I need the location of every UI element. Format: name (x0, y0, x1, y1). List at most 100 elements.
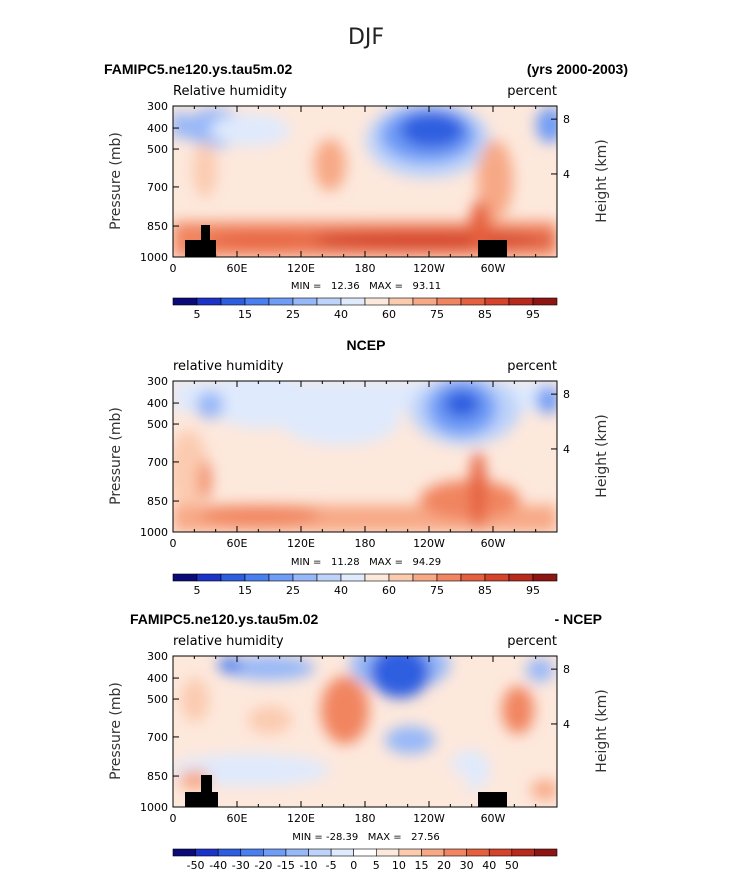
colorbar-swatch (436, 573, 462, 582)
y2-tick-label: 4 (563, 718, 570, 731)
x-tick-label: 60E (227, 537, 248, 550)
y-tick-label: 700 (147, 731, 168, 744)
colorbar-label: 15 (414, 859, 428, 872)
y2-tick-label: 8 (563, 388, 570, 401)
panel-header-right: (yrs 2000-2003) (527, 61, 628, 77)
y-tick-label: 850 (147, 770, 168, 783)
colorbar-swatch (412, 297, 438, 306)
colorbar-swatch (316, 297, 342, 306)
y-axis-label: Pressure (mb) (108, 407, 124, 505)
colorbar-swatch (511, 848, 535, 857)
colorbar-swatch (340, 297, 366, 306)
colorbar-label: -5 (326, 859, 337, 872)
colorbar-swatch (308, 848, 332, 857)
y2-axis-label: Height (km) (594, 689, 610, 772)
colorbar-swatch (172, 297, 198, 306)
panel-subtitle-right: percent (507, 84, 557, 99)
colorbar-label: 25 (286, 584, 300, 597)
colorbar-swatch (263, 848, 287, 857)
colorbar-label: -20 (254, 859, 272, 872)
colorbar-label: 60 (382, 308, 396, 321)
y-tick-label: 700 (147, 181, 168, 194)
colorbar-swatch (196, 573, 222, 582)
colorbar-swatch (172, 848, 196, 857)
x-tick-label: 180 (355, 262, 376, 275)
colorbar-swatch (436, 297, 462, 306)
figure-title: DJF (348, 25, 384, 50)
panel-model: FAMIPC5.ne120.ys.tau5m.02 (yrs 2000-2003… (104, 61, 628, 321)
colorbar-label: 75 (430, 308, 444, 321)
x-tick-label: 60E (227, 262, 248, 275)
x-tick-label: 120E (287, 537, 315, 550)
x-tick-label: 60W (481, 537, 506, 550)
y-tick-label: 1000 (140, 801, 168, 814)
colorbar-swatch (195, 848, 219, 857)
colorbar-swatch (484, 573, 510, 582)
colorbar-label: -40 (209, 859, 227, 872)
colorbar-swatch (240, 848, 264, 857)
colorbar-label: -30 (232, 859, 250, 872)
y-tick-label: 1000 (140, 526, 168, 539)
colorbar-swatch (375, 848, 400, 857)
colorbar-swatch (330, 848, 355, 857)
y-tick-label: 500 (147, 418, 168, 431)
colorbar-label: -50 (187, 859, 205, 872)
colorbar-label: 85 (478, 584, 492, 597)
x-tick-label: 120W (413, 812, 445, 825)
colorbar-swatch (292, 573, 318, 582)
y-tick-label: 850 (147, 495, 168, 508)
colorbar-label: 30 (460, 859, 474, 872)
panel-subtitle-left: relative humidity (173, 359, 284, 374)
colorbar-swatch (268, 297, 294, 306)
y-axis-label: Pressure (mb) (108, 132, 124, 230)
colorbar-swatch (340, 573, 366, 582)
y-tick-label: 400 (147, 672, 168, 685)
x-tick-label: 180 (355, 537, 376, 550)
y2-tick-label: 4 (563, 168, 570, 181)
colorbar-label: 25 (286, 308, 300, 321)
y2-tick-label: 8 (563, 113, 570, 126)
x-tick-label: 0 (170, 537, 177, 550)
colorbar-swatch (244, 297, 270, 306)
panel-header-left: FAMIPC5.ne120.ys.tau5m.02 (130, 611, 319, 627)
colorbar-swatch (508, 573, 534, 582)
colorbar-label: 15 (238, 308, 252, 321)
colorbar-swatch (292, 297, 318, 306)
colorbar-label: 40 (482, 859, 496, 872)
colorbar-label: 85 (478, 308, 492, 321)
colorbar-swatch (316, 573, 342, 582)
x-tick-label: 0 (170, 812, 177, 825)
panel-subtitle-left: relative humidity (173, 634, 284, 649)
colorbar-label: 15 (238, 584, 252, 597)
colorbar-label: 60 (382, 584, 396, 597)
colorbar-label: 75 (430, 584, 444, 597)
contour-field (173, 381, 557, 532)
contour-field (173, 656, 557, 807)
panel-header-right: - NCEP (555, 611, 602, 627)
colorbar-swatch (421, 848, 445, 857)
contour-field (173, 106, 557, 257)
colorbar-swatch (484, 297, 510, 306)
colorbar-label: -10 (300, 859, 318, 872)
colorbar-label: -15 (277, 859, 295, 872)
x-tick-label: 60W (481, 262, 506, 275)
x-tick-label: 120E (287, 812, 315, 825)
colorbar-swatch (388, 297, 414, 306)
colorbar-swatch (364, 573, 390, 582)
stats-label: MIN = 12.36 MAX = 93.11 (291, 281, 441, 292)
colorbar-swatch (220, 573, 246, 582)
colorbar-swatch (412, 573, 438, 582)
x-tick-label: 120E (287, 262, 315, 275)
x-tick-label: 180 (355, 812, 376, 825)
colorbar-swatch (466, 848, 490, 857)
colorbar-swatch (388, 573, 414, 582)
y2-tick-label: 8 (563, 663, 570, 676)
colorbar-swatch (364, 297, 390, 306)
colorbar-label: 5 (373, 859, 380, 872)
y-tick-label: 300 (147, 650, 168, 663)
stats-label: MIN = -28.39 MAX = 27.56 (292, 832, 440, 843)
y-tick-label: 700 (147, 456, 168, 469)
y-tick-label: 850 (147, 220, 168, 233)
y-tick-label: 500 (147, 693, 168, 706)
